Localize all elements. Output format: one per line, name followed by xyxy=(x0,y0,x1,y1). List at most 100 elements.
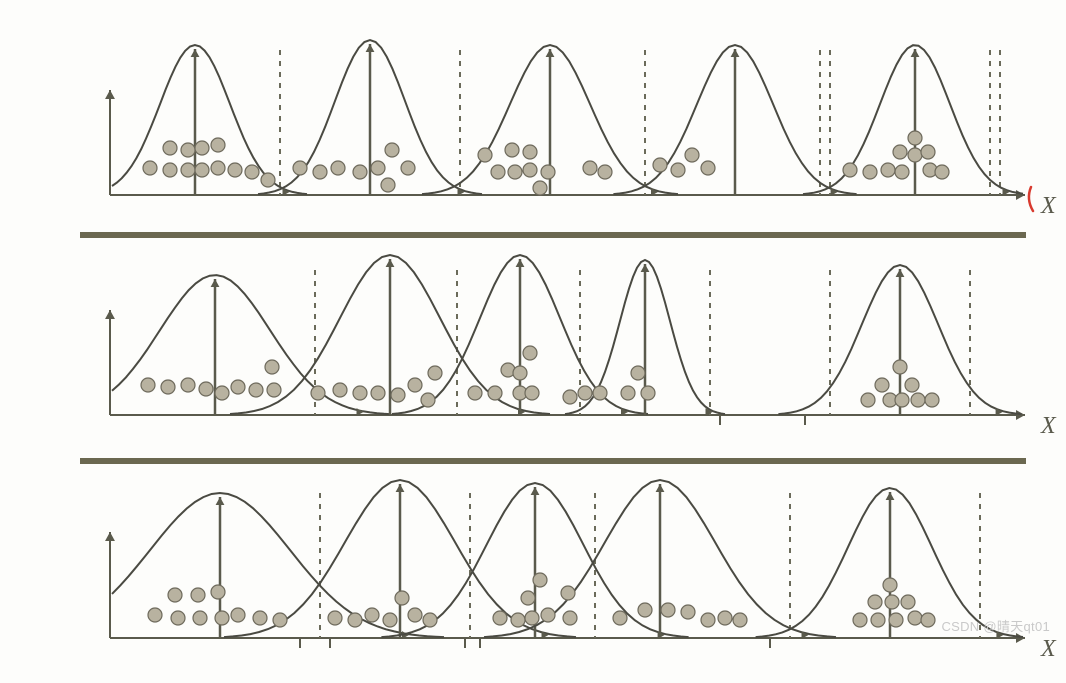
data-point xyxy=(511,613,525,627)
x-axis-label: X xyxy=(1040,636,1057,662)
data-point xyxy=(593,386,607,400)
data-point xyxy=(383,613,397,627)
distribution-diagram: X X X xyxy=(20,20,1066,663)
data-point xyxy=(231,380,245,394)
data-point xyxy=(921,613,935,627)
data-point xyxy=(875,378,889,392)
data-point xyxy=(621,386,635,400)
data-point xyxy=(525,611,539,625)
data-point xyxy=(583,161,597,175)
data-point xyxy=(385,143,399,157)
data-point xyxy=(895,165,909,179)
data-point xyxy=(905,378,919,392)
data-point xyxy=(181,378,195,392)
data-point xyxy=(181,163,195,177)
data-point xyxy=(401,161,415,175)
row-divider xyxy=(80,232,1026,238)
data-point xyxy=(901,595,915,609)
data-point xyxy=(911,393,925,407)
data-point xyxy=(908,148,922,162)
gaussian-curve xyxy=(112,45,307,194)
data-point xyxy=(521,591,535,605)
data-point xyxy=(488,386,502,400)
data-point xyxy=(523,346,537,360)
data-point xyxy=(328,611,342,625)
data-point xyxy=(661,603,675,617)
panel-row-1: X xyxy=(105,255,1057,439)
data-point xyxy=(163,163,177,177)
data-point xyxy=(143,161,157,175)
data-point xyxy=(881,163,895,177)
data-point xyxy=(508,165,522,179)
data-point xyxy=(563,611,577,625)
panel-row-0: X xyxy=(105,40,1057,219)
data-point xyxy=(331,161,345,175)
x-axis-label: X xyxy=(1040,413,1057,439)
data-point xyxy=(578,386,592,400)
data-point xyxy=(895,393,909,407)
data-point xyxy=(541,608,555,622)
data-point xyxy=(261,173,275,187)
data-point xyxy=(161,380,175,394)
data-point xyxy=(478,148,492,162)
data-point xyxy=(381,178,395,192)
data-point xyxy=(935,165,949,179)
panel-row-2: X xyxy=(105,480,1057,662)
data-point xyxy=(513,366,527,380)
data-point xyxy=(408,608,422,622)
data-point xyxy=(371,386,385,400)
data-point xyxy=(408,378,422,392)
row-divider xyxy=(80,458,1026,464)
data-point xyxy=(245,165,259,179)
data-point xyxy=(653,158,667,172)
data-point xyxy=(171,611,185,625)
data-point xyxy=(168,588,182,602)
data-point xyxy=(925,393,939,407)
data-point xyxy=(493,611,507,625)
data-point xyxy=(215,611,229,625)
data-point xyxy=(561,586,575,600)
data-point xyxy=(199,382,213,396)
x-axis-label: X xyxy=(1040,193,1057,219)
data-point xyxy=(181,143,195,157)
data-point xyxy=(505,143,519,157)
data-point xyxy=(908,611,922,625)
data-point xyxy=(163,141,177,155)
data-point xyxy=(491,165,505,179)
data-point xyxy=(267,383,281,397)
watermark-label: CSDN @晴天qt01 xyxy=(941,616,1050,635)
data-point xyxy=(371,161,385,175)
annotation-mark xyxy=(1029,187,1033,211)
data-point xyxy=(563,390,577,404)
data-point xyxy=(353,165,367,179)
data-point xyxy=(293,161,307,175)
data-point xyxy=(348,613,362,627)
data-point xyxy=(523,145,537,159)
data-point xyxy=(231,608,245,622)
data-point xyxy=(908,131,922,145)
data-point xyxy=(671,163,685,177)
data-point xyxy=(195,163,209,177)
data-point xyxy=(148,608,162,622)
data-point xyxy=(141,378,155,392)
data-point xyxy=(228,163,242,177)
data-point xyxy=(211,138,225,152)
data-point xyxy=(681,605,695,619)
data-point xyxy=(421,393,435,407)
data-point xyxy=(853,613,867,627)
data-point xyxy=(525,386,539,400)
data-point xyxy=(631,366,645,380)
data-point xyxy=(921,145,935,159)
data-point xyxy=(533,181,547,195)
data-point xyxy=(701,161,715,175)
data-point xyxy=(598,165,612,179)
data-point xyxy=(861,393,875,407)
data-point xyxy=(613,611,627,625)
data-point xyxy=(718,611,732,625)
data-point xyxy=(843,163,857,177)
data-point xyxy=(273,613,287,627)
data-point xyxy=(428,366,442,380)
data-point xyxy=(863,165,877,179)
data-point xyxy=(541,165,555,179)
data-point xyxy=(211,585,225,599)
